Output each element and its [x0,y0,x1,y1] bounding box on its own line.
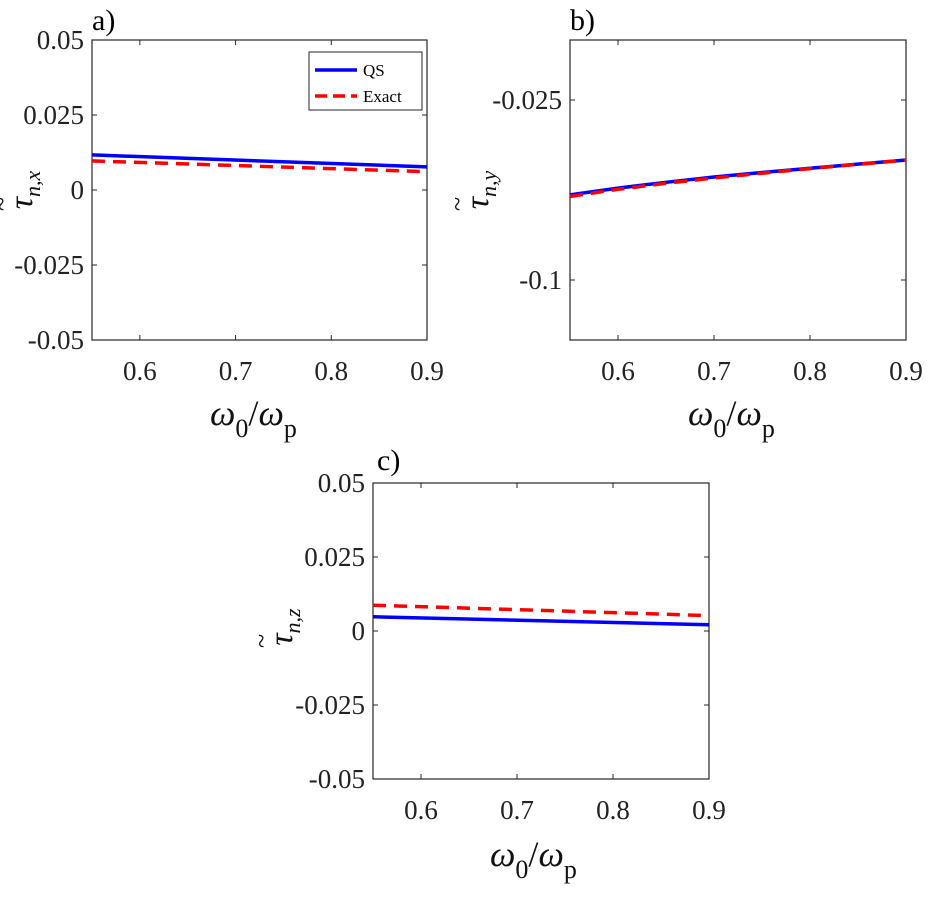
y-tick-label: 0 [352,616,366,646]
y-tick-label: -0.025 [492,85,562,115]
series-line-exact [91,159,428,174]
legend-label-qs: QS [363,61,385,80]
y-axis-label: τn,z~ [247,608,305,648]
plot-frame [372,482,710,780]
x-tick-label: 0.9 [692,795,726,825]
y-tick-label: 0.05 [318,468,365,498]
series-line-qs [372,615,710,627]
y-axis-label-text: τn,x [3,171,45,210]
plot-frame [569,39,907,341]
chart-panel-1: 0.6 0.7 0.8 0.9 0.05 0.025 0 -0.025 -0.05 a) ω0/ωp… [0,4,444,443]
y-tick-label: -0.025 [14,250,84,280]
x-axis-label: ω0/ωp [490,834,577,884]
x-tick-label: 0.9 [410,356,444,386]
x-tick-label: 0.7 [697,356,731,386]
y-tick-label: -0.05 [28,325,84,355]
y-axis-tilde: ~ [0,197,16,211]
y-axis-tilde: ~ [247,634,276,648]
series-line-qs [91,153,428,169]
x-axis-label: ω0/ωp [210,393,297,443]
y-tick-label: -0.025 [295,690,365,720]
legend-box [308,51,423,111]
x-tick-label: 0.8 [793,356,827,386]
chart-panel-3: 0.6 0.7 0.8 0.9 0.05 0.025 0 -0.025 -0.05 c) ω0/ωp… [247,444,726,884]
x-tick-label: 0.6 [123,356,157,386]
legend-label-exact: Exact [363,87,402,106]
y-axis-label-text: τn,y [459,171,501,210]
chart-panel-2: 0.6 0.7 0.8 0.9 -0.025 -0.1 b) ω0/ωp τn,y~ [443,4,923,443]
x-tick-label: 0.6 [601,356,635,386]
x-tick-label: 0.9 [889,356,923,386]
series-line-exact [569,158,907,199]
legend: QS Exact [308,51,423,111]
series-line-exact [372,603,710,618]
x-tick-label: 0.7 [219,356,253,386]
y-axis-label-text: τn,z [263,608,305,646]
y-tick-label: -0.1 [519,265,562,295]
x-tick-label: 0.6 [404,795,438,825]
y-tick-label: -0.05 [309,764,365,794]
panel-label: c) [377,444,400,477]
y-tick-label: 0.05 [37,25,84,55]
x-tick-label: 0.8 [314,356,348,386]
x-axis-label: ω0/ωp [688,393,775,443]
x-tick-label: 0.7 [500,795,534,825]
panel-label: b) [570,4,595,37]
y-axis-label: τn,x~ [0,171,45,211]
y-tick-label: 0 [71,175,85,205]
y-axis-label: τn,y~ [443,171,501,211]
y-tick-label: 0.025 [23,100,84,130]
x-tick-label: 0.8 [596,795,630,825]
y-axis-tilde: ~ [443,197,472,211]
y-tick-label: 0.025 [304,542,365,572]
panel-label: a) [92,4,115,37]
